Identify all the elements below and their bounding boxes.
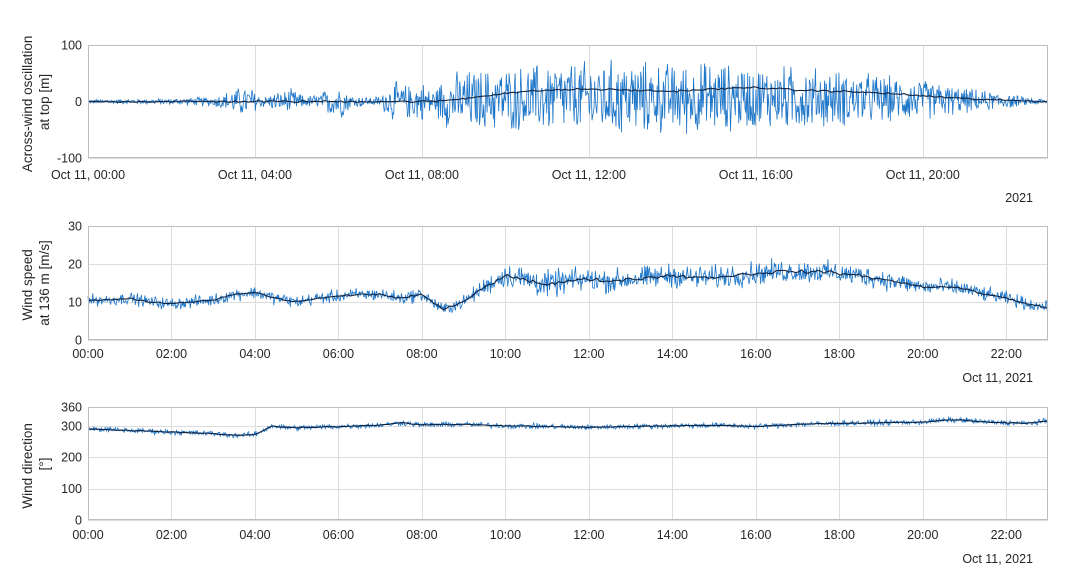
x-tick-label: 04:00 [239,347,270,361]
wind-speed-mean-line [87,269,1049,311]
y-tick-label: 360 [61,401,82,415]
x-tick-label: Oct 11, 04:00 [218,168,292,182]
panel1-ylabel-line2: at top [m] [37,74,52,130]
x-tick-label: 10:00 [490,347,521,361]
x-tick-label: 12:00 [573,528,604,542]
x-tick-label: 20:00 [907,528,938,542]
oscillation-mean-line [87,86,1049,104]
wind-speed-signal-line [87,257,1049,314]
x-tick-label: 02:00 [156,528,187,542]
x-tick-label: 06:00 [323,347,354,361]
y-tick-label: 300 [61,419,82,433]
panel2-y-ticks: 0 10 20 30 [68,220,82,348]
y-tick-label: 30 [68,220,82,234]
x-tick-label: 20:00 [907,347,938,361]
panel-wind-speed: 00:00 02:00 04:00 06:00 08:00 10:00 12:00 14:00… [20,220,1049,385]
x-tick-label: Oct 11, 20:00 [886,168,960,182]
x-tick-label: 06:00 [323,528,354,542]
panel-wind-direction: 00:00 02:00 04:00 06:00 08:00 10:00 12:00 14:00… [20,401,1049,566]
panel3-ylabel-line2: [°] [37,458,52,471]
x-tick-label: 16:00 [740,347,771,361]
panel1-x-secondary-label: 2021 [1005,191,1033,205]
panel2-series [87,257,1049,314]
panel3-y-ticks: 0 100 200 300 360 [61,401,82,528]
panel3-ylabel-line1: Wind direction [20,423,35,509]
panel-oscillation: Oct 11, 00:00 Oct 11, 04:00 Oct 11, 08:00 O… [20,32,1049,205]
y-tick-label: 20 [68,258,82,272]
panel1-ylabel-line1: Across-wind oscillation [20,36,35,173]
panel1-ylabel: Across-wind oscillation at top [m] [20,32,52,172]
x-tick-label: Oct 11, 12:00 [552,168,626,182]
panel1-y-ticks: -100 0 100 [57,39,82,166]
y-tick-label: 0 [75,95,82,109]
x-tick-label: 16:00 [740,528,771,542]
x-tick-label: 22:00 [991,347,1022,361]
x-tick-label: 10:00 [490,528,521,542]
x-tick-label: 08:00 [406,528,437,542]
y-tick-label: 100 [61,39,82,53]
y-tick-label: 0 [75,514,82,528]
panel3-x-ticks: 00:00 02:00 04:00 06:00 08:00 10:00 12:00 14:00… [72,528,1022,542]
y-tick-label: 100 [61,482,82,496]
panel2-plot-area [88,226,1048,340]
wind-direction-mean-line [87,419,1048,436]
y-tick-label: -100 [57,152,82,166]
panel2-x-ticks: 00:00 02:00 04:00 06:00 08:00 10:00 12:00 14:00… [72,347,1022,361]
panel2-ylabel: Wind speed at 136 m [m/s] [20,240,52,326]
panel3-x-secondary-label: Oct 11, 2021 [962,552,1033,566]
panel1-series [87,59,1049,134]
y-tick-label: 0 [75,334,82,348]
x-tick-label: 00:00 [72,347,103,361]
panel1-frame [88,45,1048,158]
panel2-ylabel-line2: at 136 m [m/s] [37,240,52,326]
x-tick-label: 08:00 [406,347,437,361]
x-tick-label: Oct 11, 08:00 [385,168,459,182]
x-tick-label: 14:00 [657,347,688,361]
panel3-plot-area [88,407,1048,520]
panel2-ylabel-line1: Wind speed [20,249,35,320]
panel2-frame [88,226,1048,340]
x-tick-label: 14:00 [657,528,688,542]
y-tick-label: 10 [68,296,82,310]
x-tick-label: 04:00 [239,528,270,542]
panel2-x-secondary-label: Oct 11, 2021 [962,371,1033,385]
y-tick-label: 200 [61,451,82,465]
panel3-frame [88,407,1048,520]
oscillation-signal-line [87,59,1049,134]
x-tick-label: Oct 11, 16:00 [719,168,793,182]
x-tick-label: 12:00 [573,347,604,361]
panel3-ylabel: Wind direction [°] [20,419,52,508]
x-tick-label: 02:00 [156,347,187,361]
panel3-series [87,415,1049,439]
x-tick-label: Oct 11, 00:00 [51,168,125,182]
x-tick-label: 18:00 [824,528,855,542]
x-tick-label: 00:00 [72,528,103,542]
panel1-x-ticks: Oct 11, 00:00 Oct 11, 04:00 Oct 11, 08:00 O… [51,168,960,182]
x-tick-label: 22:00 [991,528,1022,542]
x-tick-label: 18:00 [824,347,855,361]
